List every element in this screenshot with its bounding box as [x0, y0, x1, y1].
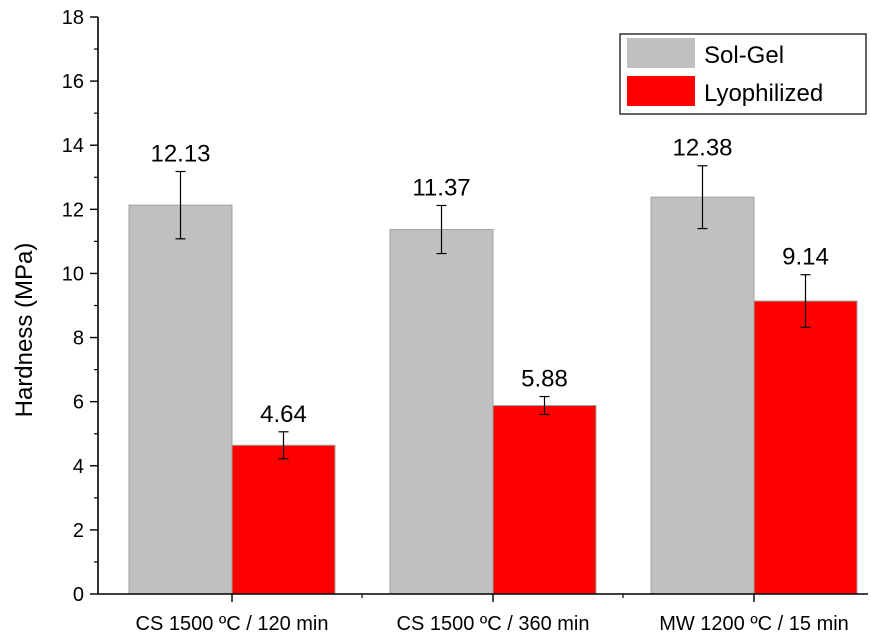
bar-lyophilized-2 [492, 405, 597, 595]
y-axis-label: Hardness (MPa) [11, 243, 38, 418]
data-label: 12.38 [672, 135, 732, 162]
y-tick-label: 10 [62, 263, 84, 285]
y-tick-label: 14 [62, 135, 84, 157]
y-tick-label: 8 [73, 328, 84, 350]
bar-lyophilized-3 [753, 300, 858, 595]
data-label: 9.14 [782, 244, 829, 271]
legend-label: Sol-Gel [704, 42, 784, 69]
y-tick-label: 0 [73, 584, 84, 606]
x-tick-label: CS 1500 ºC / 360 min [397, 613, 590, 635]
y-tick-label: 16 [62, 71, 84, 93]
legend-label: Lyophilized [704, 80, 823, 107]
y-tick-label: 4 [73, 456, 84, 478]
data-label: 11.37 [412, 174, 470, 201]
y-tick-label: 2 [73, 520, 84, 542]
y-tick-label: 18 [62, 7, 84, 29]
legend-swatch [627, 76, 695, 106]
y-tick-label: 12 [62, 199, 84, 221]
y-tick-label: 6 [73, 392, 84, 414]
x-tick-label: CS 1500 ºC / 120 min [136, 613, 329, 635]
x-tick-label: MW 1200 ºC / 15 min [659, 613, 849, 635]
legend-swatch [627, 38, 695, 68]
data-label: 5.88 [521, 366, 568, 393]
data-label: 12.13 [150, 141, 210, 168]
bar-lyophilized-1 [231, 444, 336, 595]
bar-sol-gel-2 [389, 229, 494, 595]
data-label: 4.64 [260, 401, 307, 428]
bar-sol-gel-3 [650, 196, 755, 595]
bar-sol-gel-1 [128, 204, 233, 595]
